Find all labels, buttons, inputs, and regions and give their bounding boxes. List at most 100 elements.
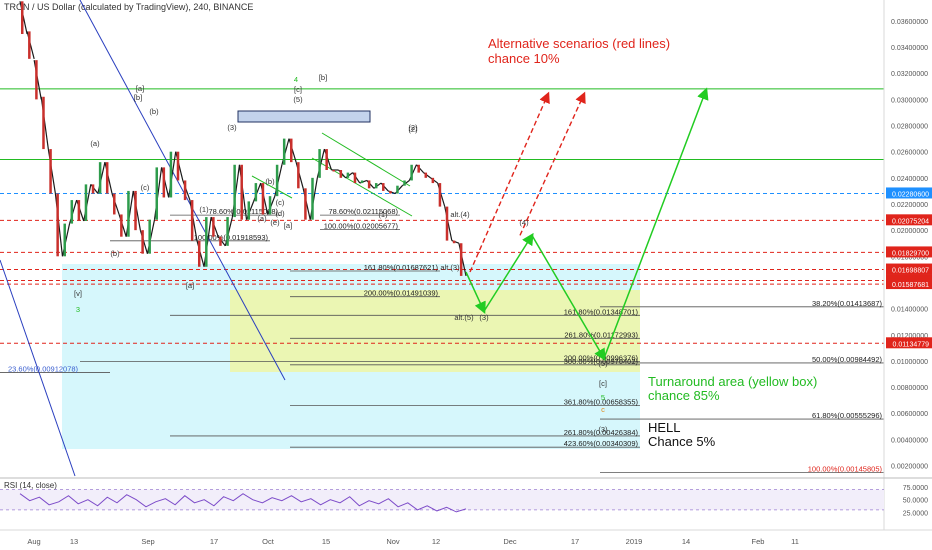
wave-label-24: (3) [479,313,489,322]
alternative-scenarios-note: Alternative scenarios (red lines) chance… [488,36,670,66]
price-candle-52 [389,190,392,194]
wave-label-12: (d) [275,209,285,218]
y-tick-8: 0.02000000 [891,228,928,235]
price-candle-42 [318,149,321,178]
y-tick-12: 0.01200000 [891,333,928,340]
price-candle-14 [120,214,123,237]
y-tick-15: 0.00600000 [891,411,928,418]
y-tick-9: 0.01800000 [891,254,928,261]
x-tick-3: 17 [210,537,218,546]
price-candle-55 [410,164,413,181]
red-projection-1 [519,91,586,236]
wave-label-15: (5) [293,95,303,104]
x-tick-2: Sep [141,537,154,546]
price-candle-8 [77,200,81,221]
y-tick-7: 0.02200000 [891,202,928,209]
y-tick-4: 0.02800000 [891,124,928,131]
price-candle-21 [169,151,173,198]
green-projection-0 [465,271,486,314]
price-candle-24 [190,200,194,241]
price-candle-37 [282,138,286,165]
wave-label-5: [b] [134,93,142,102]
y-tick-6: 0.02400000 [891,176,928,183]
wave-label-31: (3) [598,425,608,434]
alt-note-line2: chance 10% [488,51,560,66]
y-tick-16: 0.00400000 [891,437,928,444]
price-candle-31 [240,164,243,220]
wave-label-0: (a) [90,139,100,148]
hell-note-line1: HELL [648,420,681,435]
y-tick-13: 0.01000000 [891,359,928,366]
y-tick-5: 0.02600000 [891,150,928,157]
wave-label-23: alt.(5) [454,313,474,322]
turnaround-note: Turnaround area (yellow box) chance 85% [648,375,817,403]
x-tick-8: Dec [503,537,517,546]
rsi-title: RSI (14, close) [4,481,57,490]
wave-label-19: (2) [408,123,418,132]
wave-label-22: alt.(3) [440,263,460,272]
price-tag-label-5: 0.01698807 [892,268,929,275]
price-candle-41 [311,177,314,220]
fib-label-16: 423.60%(0.00340309) [564,439,639,448]
trendline-blue-lower [0,259,76,477]
wave-label-27: (5) [598,359,608,368]
price-candle-47 [353,172,357,184]
wave-label-6: (3) [227,123,237,132]
price-candle-44 [332,170,335,172]
price-tag-8 [886,337,932,349]
rsi-tick-0: 75.0000 [903,485,928,492]
x-tick-5: 15 [322,537,330,546]
price-tag-5 [886,263,932,275]
small-channel [251,175,293,199]
rsi-band [0,489,884,510]
wave-label-11: (c) [276,198,285,207]
fib-label-10: 300.00%(0.00970402) [564,357,639,366]
price-candle-59 [438,183,442,207]
fib-label-12: 23.60%(0.00912078) [8,364,79,373]
price-candle-62 [459,243,463,276]
wave-label-21: alt.(4) [450,210,470,219]
turn-note-line1: Turnaround area (yellow box) [648,374,818,389]
price-candle-6 [63,223,66,257]
rsi-line [19,493,467,513]
price-candle-46 [346,172,350,178]
wave-label-33: [a] [186,281,194,290]
y-tick-14: 0.00800000 [891,385,928,392]
chart-header-title: TRON / US Dollar (calculated by TradingV… [4,2,254,12]
y-tick-11: 0.01400000 [891,307,928,314]
wave-label-2: (c) [141,183,150,192]
x-tick-4: Oct [262,537,275,546]
rsi-tick-2: 25.0000 [903,510,928,517]
wave-label-28: [c] [599,379,607,388]
price-tag-label-8: 0.01134779 [893,341,930,348]
price-candle-9 [84,184,88,221]
wave-label-8: (2) [408,125,418,134]
price-candle-26 [205,217,208,267]
y-tick-1: 0.03400000 [891,45,928,52]
x-tick-0: Aug [27,537,40,546]
price-tag-label-2: 0.02280600 [892,191,929,198]
y-tick-17: 0.00200000 [891,464,928,471]
price-candle-45 [339,170,343,178]
price-candle-15 [127,190,130,237]
green-projection-2 [531,235,606,361]
price-candle-7 [70,200,74,224]
price-candle-35 [268,196,272,215]
y-tick-3: 0.03000000 [891,97,928,104]
price-tag-7 [886,278,932,290]
price-candle-10 [91,184,95,194]
price-candle-32 [247,201,251,220]
price-candle-53 [396,185,399,194]
wave-label-9: (a) [257,214,267,223]
price-candle-4 [49,149,52,194]
green-projection-1 [483,232,534,312]
price-candle-34 [261,183,265,215]
price-tag-3 [886,214,932,226]
fib-label-3: 100.00%(0.02005677) [324,221,399,230]
price-candle-38 [290,138,293,163]
wave-label-25: [v] [74,289,82,298]
price-candle-20 [162,167,166,198]
price-candle-18 [148,219,151,254]
price-candle-40 [304,188,307,220]
